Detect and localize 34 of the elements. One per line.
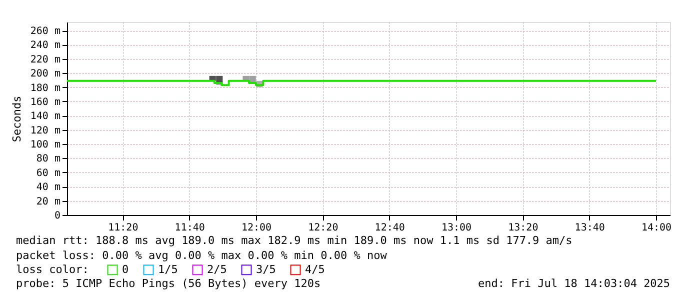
y-tick-label: 20 m <box>36 196 60 208</box>
y-tick-label: 240 m <box>30 40 60 52</box>
y-tick-label: 140 m <box>30 111 60 122</box>
x-tick-label: 13:20 <box>508 222 538 234</box>
text: median rtt: 188.8 ms avg 189.0 ms max 182.9 ms min 189.0 ms now 1.1 ms sd 177.9 am/s <box>16 234 572 247</box>
y-tick-label: 80 m <box>36 154 60 165</box>
legend-label: 1/5 <box>158 262 178 276</box>
legend-label: 0 <box>122 262 129 276</box>
legend-label: 4/5 <box>305 262 325 276</box>
y-tick-label: 100 m <box>30 140 60 151</box>
x-tick-label: 11:20 <box>108 222 138 234</box>
x-tick-label: 12:00 <box>241 222 272 234</box>
x-tick-label: 13:00 <box>441 222 472 234</box>
y-tick-label: 180 m <box>30 82 60 94</box>
y-tick-label: 200 m <box>30 68 60 80</box>
legend-label: 2/5 <box>207 262 227 276</box>
y-tick-label: 120 m <box>30 125 60 136</box>
y-tick-label: 160 m <box>30 96 60 108</box>
y-axis-title: Seconds <box>10 96 24 142</box>
text: packet loss: 0.00 % avg 0.00 % max 0.00 % min 0.00 % now <box>16 249 388 262</box>
x-tick-label: 13:40 <box>574 222 605 234</box>
y-tick-label: 220 m <box>30 54 60 66</box>
x-tick-label: 14:00 <box>641 222 672 234</box>
legend-label: 3/5 <box>256 262 276 276</box>
text: end: Fri Jul 18 14:03:04 2025 <box>478 277 670 290</box>
y-tick-label: 0 <box>54 210 60 222</box>
y-tick-label: 60 m <box>36 168 60 179</box>
text: probe: 5 ICMP Echo Pings (56 Bytes) every 120s <box>16 277 321 290</box>
x-tick-label: 12:20 <box>308 222 338 234</box>
legend-title: loss color: <box>16 263 89 276</box>
x-tick-label: 12:40 <box>374 222 405 234</box>
y-tick-label: 260 m <box>30 26 60 38</box>
x-tick-label: 11:40 <box>174 222 205 234</box>
y-tick-label: 40 m <box>36 182 60 194</box>
